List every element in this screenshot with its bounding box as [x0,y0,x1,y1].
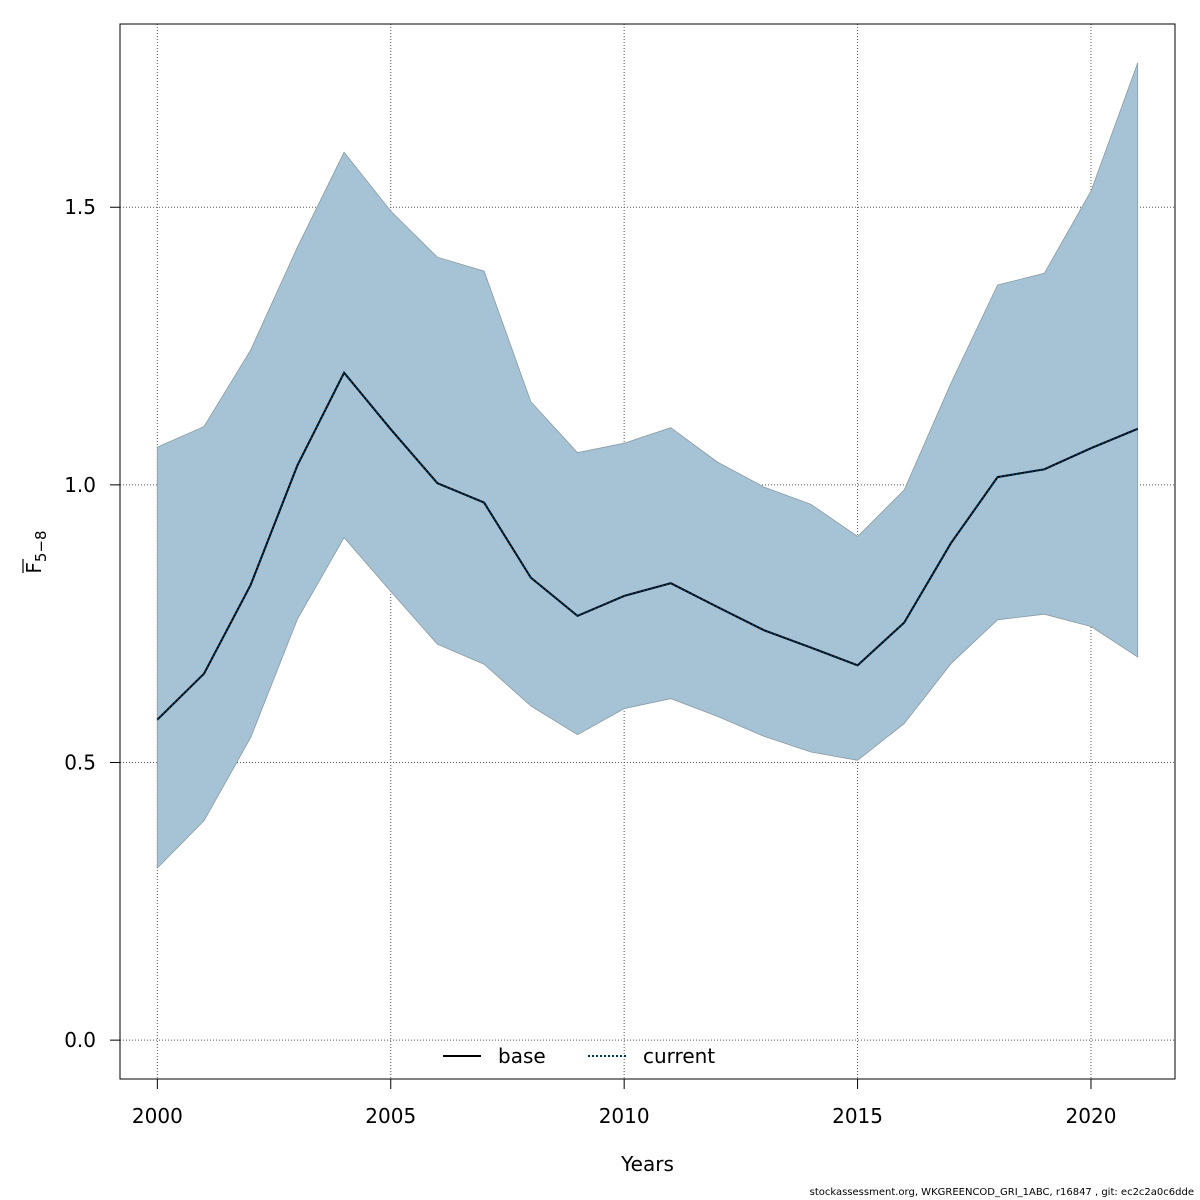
x-axis-title: Years [620,1152,674,1176]
y-axis-title-main: F [22,562,46,574]
y-axis-title-subscript: 5−8 [32,530,50,562]
y-axis-title: F5−8 [22,530,50,573]
confidence-band [156,62,1139,869]
y-axis: 0.0 0.5 1.0 1.5 [64,195,121,1052]
x-axis: 2000 2005 2010 2015 2020 [132,1078,1117,1128]
series-lines [156,370,1139,721]
svg-text:F5−8: F5−8 [22,530,50,573]
footer-text: stockassessment.org, WKGREENCOD_GRI_1ABC… [809,1187,1194,1198]
legend-label-current: current [643,1044,715,1068]
y-tick-label: 0.0 [64,1028,96,1052]
legend-label-base: base [498,1044,546,1068]
x-tick-label: 2020 [1066,1104,1117,1128]
x-tick-label: 2000 [132,1104,183,1128]
series-line-current [156,370,1139,721]
x-tick-label: 2010 [599,1104,650,1128]
x-tick-label: 2015 [832,1104,883,1128]
y-tick-label: 0.5 [64,751,96,775]
y-tick-label: 1.0 [64,473,96,497]
x-tick-label: 2005 [365,1104,416,1128]
legend: base current [443,1044,715,1068]
y-tick-label: 1.5 [64,195,96,219]
